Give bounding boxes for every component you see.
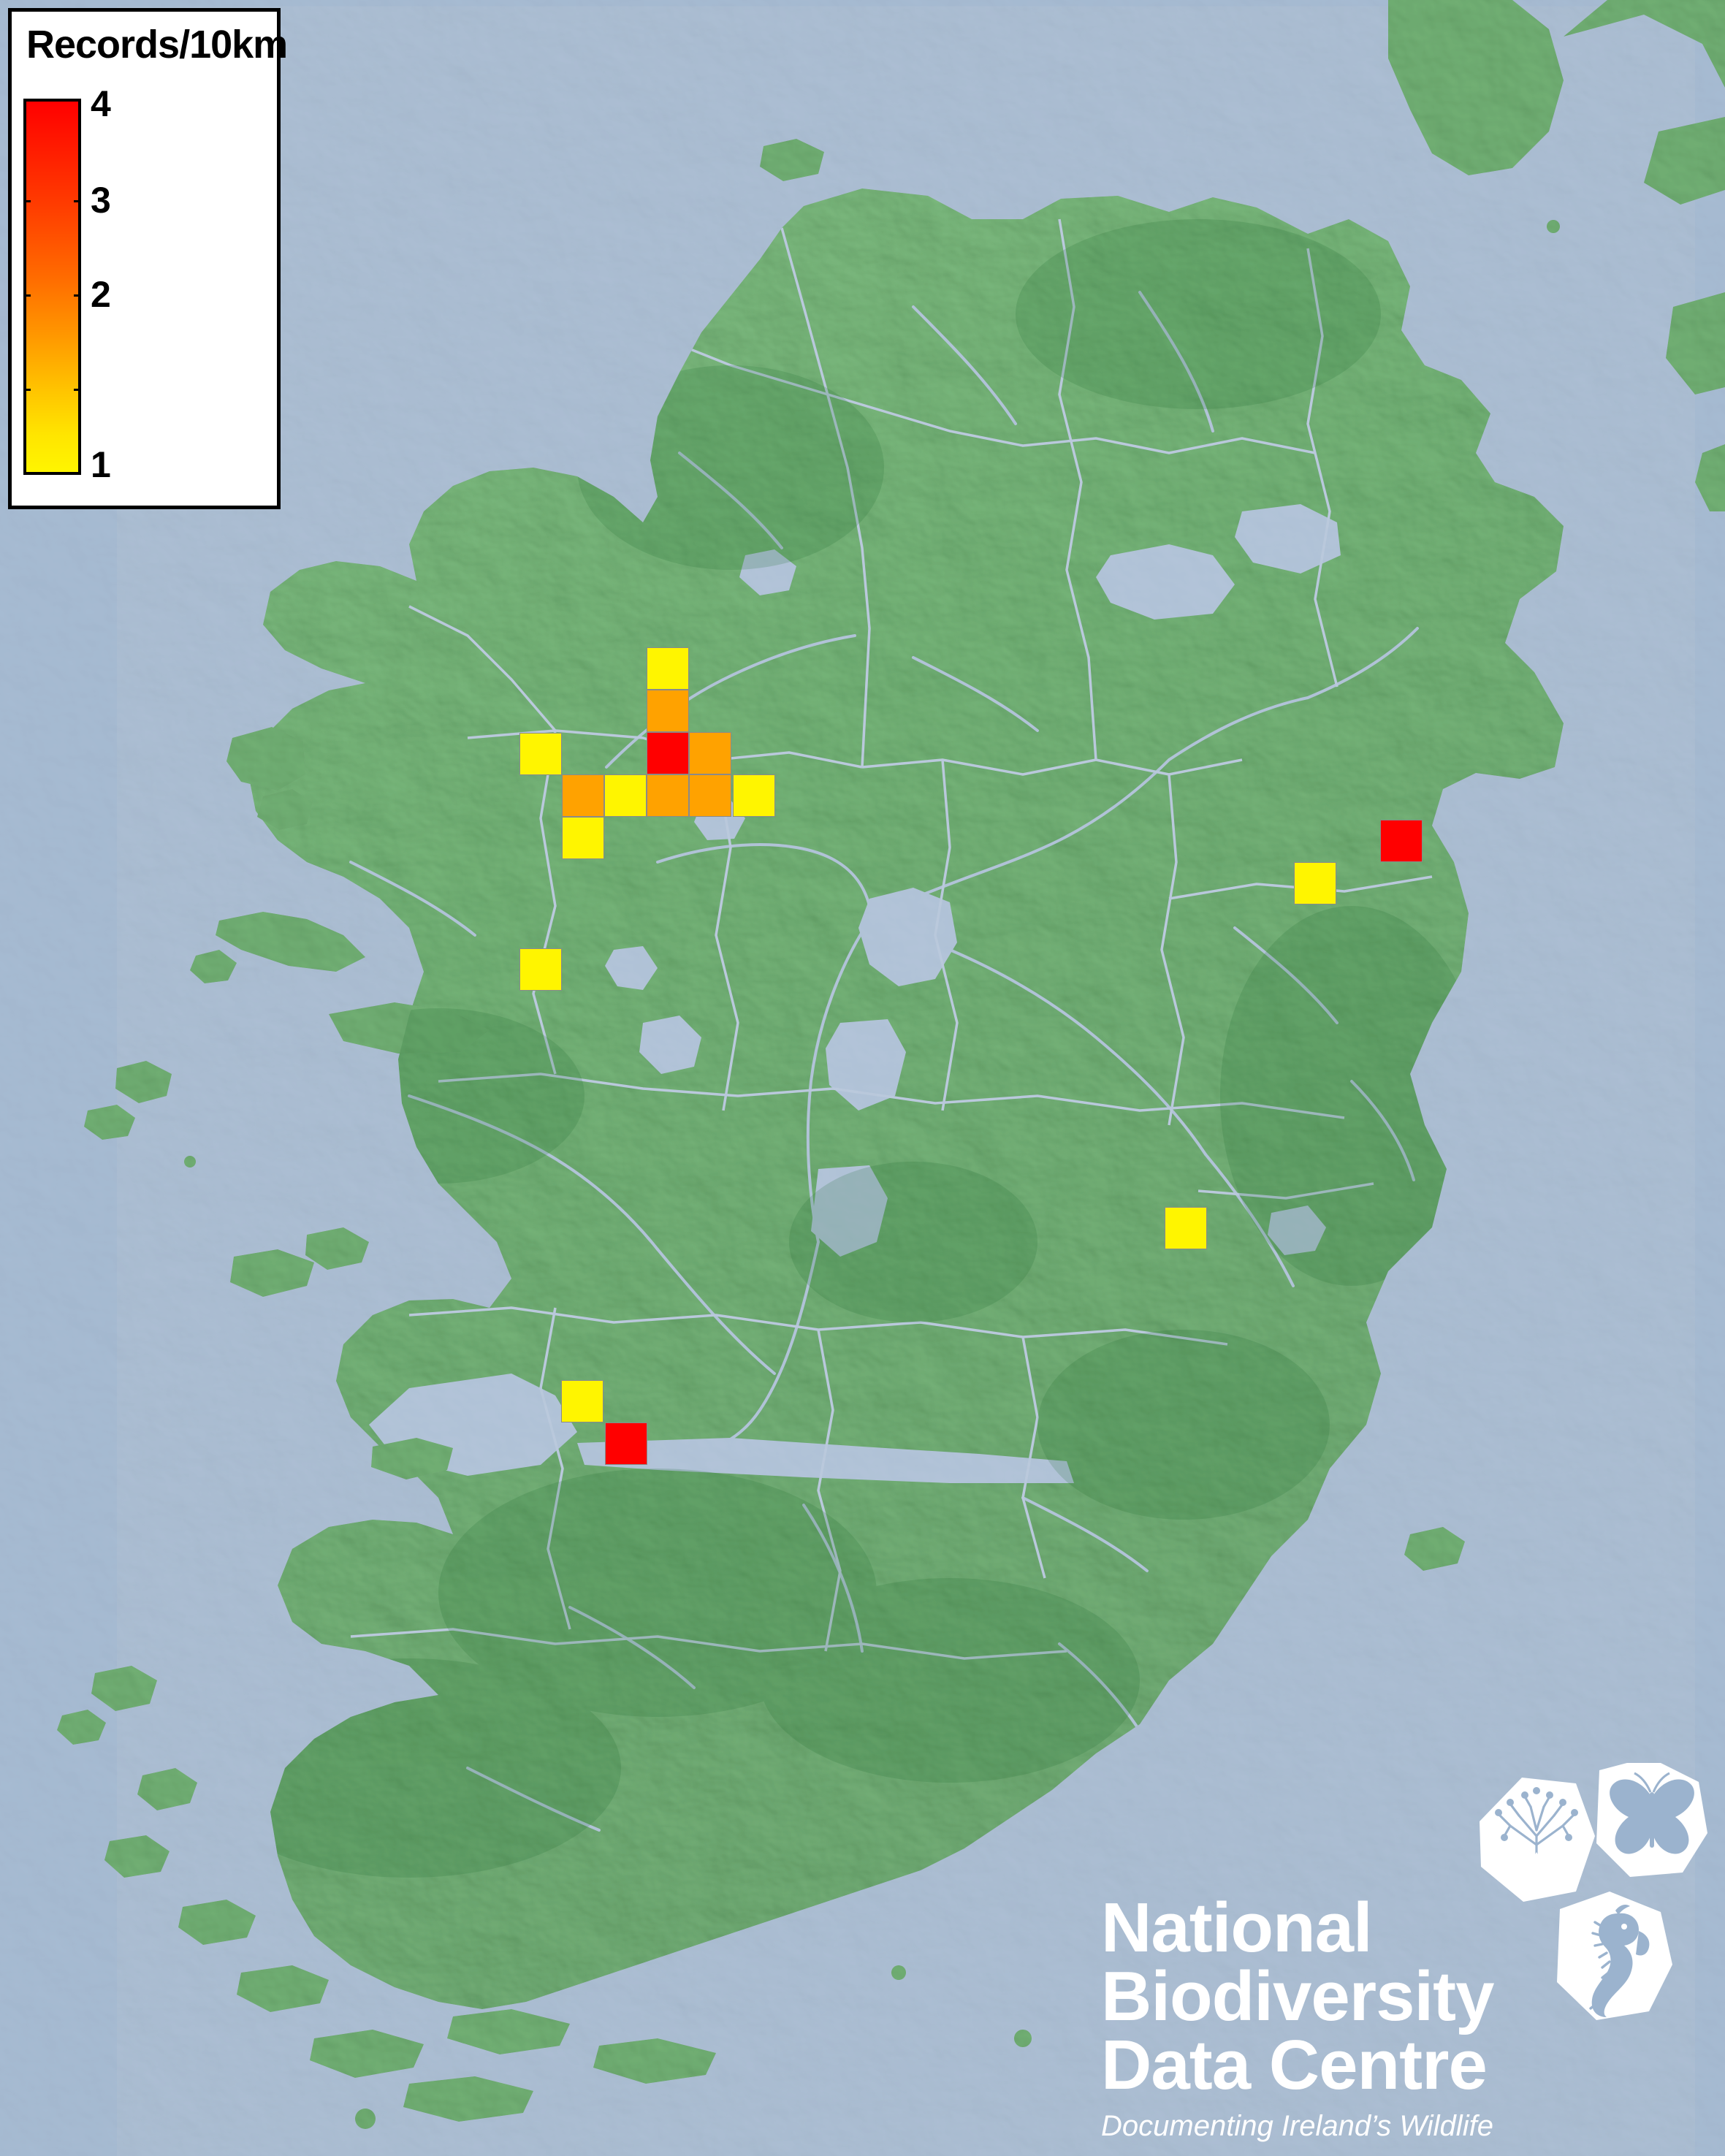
record-cell bbox=[647, 647, 689, 690]
county-boundaries bbox=[350, 218, 1433, 1660]
record-cell bbox=[733, 774, 775, 817]
record-cell bbox=[604, 774, 647, 817]
record-cell bbox=[647, 774, 689, 817]
record-cell bbox=[1294, 862, 1336, 904]
nbdc-logo: National Biodiversity Data Centre Docume… bbox=[1101, 1763, 1707, 2143]
record-cell bbox=[647, 732, 689, 774]
legend-color-gradient-bar bbox=[23, 99, 81, 475]
logo-line-1: National bbox=[1101, 1888, 1373, 1967]
legend-label-2: 2 bbox=[91, 274, 111, 315]
plant-icon bbox=[1480, 1778, 1595, 1902]
record-cell bbox=[561, 1380, 603, 1422]
legend-panel: Records/10km 4 3 2 1 bbox=[8, 8, 288, 509]
record-cell bbox=[519, 733, 562, 775]
offshore-islands bbox=[57, 0, 1725, 2129]
logo-tagline: Documenting Ireland’s Wildlife bbox=[1101, 2110, 1493, 2142]
legend-label-3: 3 bbox=[91, 180, 111, 221]
record-cell bbox=[562, 774, 604, 817]
logo-line-2: Biodiversity bbox=[1101, 1957, 1495, 2035]
record-cell bbox=[519, 948, 562, 991]
record-cell bbox=[689, 774, 731, 817]
seahorse-icon bbox=[1557, 1892, 1672, 2020]
record-cell bbox=[1165, 1207, 1207, 1249]
record-cell bbox=[1380, 820, 1423, 862]
legend-label-4: 4 bbox=[91, 83, 111, 124]
record-cell bbox=[605, 1422, 647, 1465]
record-cell bbox=[562, 817, 604, 859]
butterfly-icon bbox=[1596, 1763, 1707, 1877]
legend-label-1: 1 bbox=[91, 444, 111, 485]
logo-line-3: Data Centre bbox=[1101, 2025, 1488, 2104]
river-network bbox=[349, 291, 1419, 1832]
record-cell bbox=[647, 690, 689, 732]
record-cell bbox=[689, 732, 731, 774]
legend-title: Records/10km bbox=[26, 23, 288, 66]
logo-hexagon-marks bbox=[1480, 1763, 1707, 2020]
logo-wordmark: National Biodiversity Data Centre Docume… bbox=[1101, 1888, 1495, 2143]
